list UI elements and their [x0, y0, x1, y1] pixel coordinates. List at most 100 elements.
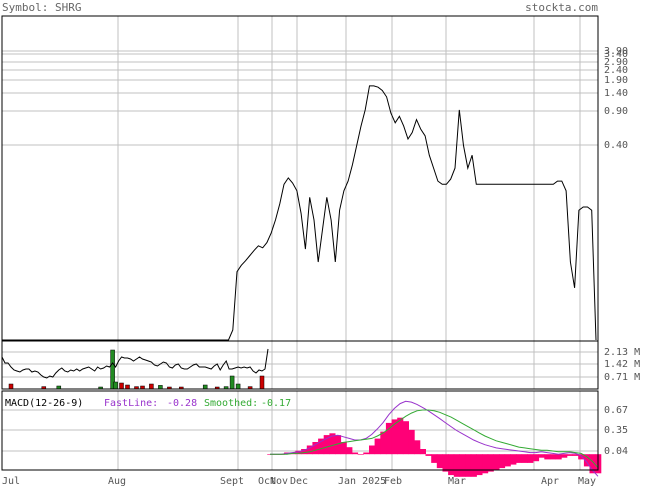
macd-histogram-bar: [533, 454, 540, 462]
x-tick-label: Dec: [290, 476, 308, 486]
macd-histogram-bar: [346, 447, 353, 455]
macd-axis-labels: 0.67 0.35 0.04: [604, 405, 628, 457]
volume-bar: [113, 381, 118, 390]
macd-histogram-bar: [369, 445, 376, 455]
macd-tick-label: 0.04: [604, 446, 628, 457]
x-tick-label: Mar: [448, 476, 466, 486]
volume-bar: [235, 383, 241, 390]
price-tick-label: 2.90: [604, 57, 628, 68]
price-tick-label: 1.40: [604, 88, 628, 99]
price-grid: [1, 16, 598, 341]
macd-histogram-bar: [391, 419, 398, 455]
volume-bar: [229, 375, 235, 390]
macd-panel-frame: [1, 390, 599, 471]
x-tick-label: Apr: [541, 476, 559, 486]
volume-tick-label: 2.13 M: [604, 347, 640, 358]
macd-histogram-bar: [301, 449, 308, 455]
macd-histogram-bar: [510, 454, 517, 465]
macd-histogram-bar: [527, 454, 534, 463]
price-line: [2, 85, 597, 341]
macd-histogram-bar: [561, 454, 568, 458]
macd-histogram-bar: [504, 454, 511, 467]
volume-tick-label: 1.42 M: [604, 359, 640, 370]
macd-histogram-bar: [583, 454, 590, 467]
macd-tick-label: 0.35: [604, 425, 628, 436]
macd-title: MACD(12-26-9): [5, 398, 83, 409]
macd-histogram-bar: [470, 454, 477, 477]
macd-histogram-bar: [487, 454, 494, 472]
macd-histogram-bar: [521, 454, 528, 463]
macd-smoothed-line: [270, 409, 599, 468]
macd-histogram-bar: [414, 440, 421, 455]
macd-fast-legend-label: FastLine:: [104, 398, 158, 409]
macd-histogram-bar: [544, 454, 551, 460]
macd-histogram-bar: [295, 450, 302, 455]
volume-bar: [149, 383, 154, 390]
macd-panel: 0.67 0.35 0.04 MACD(12-26-9) FastLine: -0.…: [1, 390, 628, 477]
macd-histogram-bar: [312, 442, 319, 455]
brand-label: stockta.com: [525, 1, 598, 14]
volume-bar: [158, 385, 163, 390]
macd-histogram-bar: [493, 454, 500, 470]
macd-histogram-bar: [538, 454, 545, 458]
macd-histogram-bar: [380, 431, 387, 455]
volume-bar: [8, 383, 14, 390]
macd-histogram-bar: [572, 454, 579, 456]
x-tick-label: May: [578, 476, 596, 486]
macd-smoothed-legend-value: -0.17: [261, 398, 291, 409]
volume-panel-frame: [1, 340, 599, 390]
volume-bar: [125, 384, 130, 390]
volume-axis-labels: 2.13 M1.42 M 0.71 M: [604, 347, 640, 383]
macd-histogram-bar: [589, 454, 596, 474]
macd-histogram-bar: [374, 438, 381, 455]
macd-histogram-bar: [323, 435, 330, 455]
macd-histogram-bar: [419, 449, 426, 455]
macd-histogram-bar: [499, 454, 506, 469]
macd-histogram-bar: [340, 442, 347, 455]
x-tick-label: Jan 2025: [338, 476, 386, 486]
macd-fast-legend-value: -0.28: [167, 398, 197, 409]
macd-histogram-bar: [318, 438, 325, 455]
macd-histogram-bar: [516, 454, 523, 463]
symbol-label: Symbol: SHRG: [2, 1, 81, 14]
volume-overlay-line: [1, 348, 269, 379]
x-tick-label: Nov: [270, 476, 288, 486]
macd-histogram-bar: [459, 454, 466, 477]
macd-histogram-bar: [431, 454, 438, 463]
macd-histogram-bar: [335, 435, 342, 455]
macd-histogram-bar: [549, 454, 556, 460]
price-tick-label: 0.40: [604, 140, 628, 151]
x-tick-label: Oct: [258, 476, 276, 486]
x-tick-label: Jul: [2, 476, 20, 486]
macd-histogram-bar: [448, 454, 455, 476]
volume-grid: [1, 341, 598, 389]
macd-histogram-bar: [476, 454, 483, 476]
macd-histogram-bar: [408, 429, 415, 455]
macd-smoothed-legend-label: Smoothed:: [204, 398, 258, 409]
price-axis-labels: 3.903.402.902.401.90 1.40 0.90 0.40: [604, 46, 628, 151]
macd-histogram-bar: [555, 454, 562, 460]
volume-bar: [202, 384, 208, 390]
volume-bar: [259, 375, 265, 390]
price-tick-label: 0.90: [604, 106, 628, 117]
macd-histogram-bar: [453, 454, 460, 477]
macd-histogram-bar: [402, 421, 409, 455]
macd-histogram-bar: [465, 454, 472, 477]
macd-histogram-bar: [385, 422, 392, 455]
volume-bars: [8, 349, 265, 390]
x-tick-label: Feb: [384, 476, 402, 486]
x-tick-label: Sept: [220, 476, 244, 486]
price-tick-label: 2.40: [604, 65, 628, 76]
macd-histogram-bar: [329, 433, 336, 455]
x-tick-label: Aug: [108, 476, 126, 486]
volume-panel: 2.13 M1.42 M 0.71 M: [1, 340, 640, 390]
macd-histogram-bar: [566, 454, 573, 456]
macd-histogram-bar: [442, 454, 449, 472]
macd-histogram-bar: [425, 454, 432, 456]
macd-histogram-bar: [397, 417, 404, 455]
macd-histogram-bar: [363, 452, 370, 455]
price-tick-label: 3.90: [604, 46, 628, 57]
